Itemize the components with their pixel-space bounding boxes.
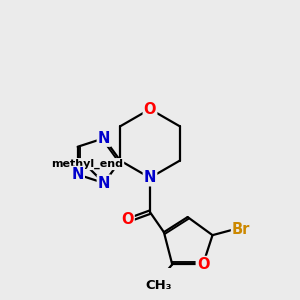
- Text: methyl_end: methyl_end: [51, 159, 123, 169]
- Text: O: O: [121, 212, 134, 227]
- Text: O: O: [144, 102, 156, 117]
- Text: O: O: [197, 257, 209, 272]
- Text: N: N: [98, 176, 110, 190]
- Text: N: N: [98, 131, 110, 146]
- Text: N: N: [71, 167, 84, 182]
- Text: Br: Br: [232, 222, 250, 237]
- Text: N: N: [144, 170, 156, 185]
- Text: CH₃: CH₃: [145, 279, 172, 292]
